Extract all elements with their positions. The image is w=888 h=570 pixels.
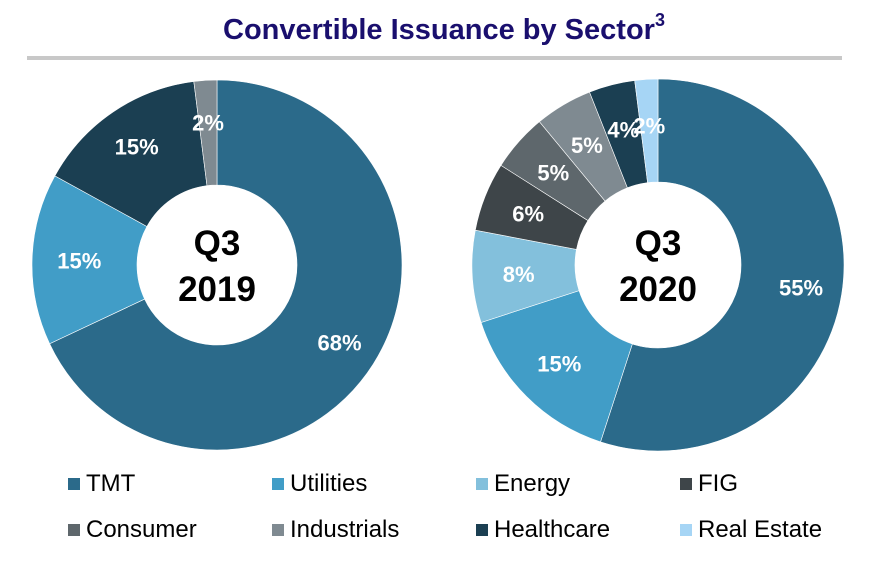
legend-label: Real Estate <box>698 516 823 543</box>
legend-swatch <box>476 478 488 490</box>
legend-item-healthcare: Healthcare <box>476 515 610 545</box>
slice-label-fig: 6% <box>512 202 544 227</box>
slice-healthcare <box>54 81 208 227</box>
chart-title: Convertible Issuance by Sector3 <box>0 11 888 47</box>
legend-item-utilities: Utilities <box>272 469 367 499</box>
slice-industrials <box>193 79 218 186</box>
slice-label-industrials: 2% <box>192 110 224 135</box>
slice-tmt <box>49 79 403 451</box>
chart-title-text: Convertible Issuance by Sector <box>223 14 655 46</box>
slice-label-tmt: 68% <box>317 331 361 356</box>
legend-item-industrials: Industrials <box>272 515 399 545</box>
slice-label-utilities: 15% <box>57 249 101 274</box>
slice-label-healthcare: 15% <box>115 135 159 160</box>
legend-label: TMT <box>86 470 136 497</box>
legend-swatch <box>680 524 692 536</box>
slice-label-healthcare: 4% <box>607 118 639 143</box>
slice-label-industrials: 5% <box>571 133 603 158</box>
legend-label: Industrials <box>290 516 400 543</box>
legend-swatch <box>680 478 692 490</box>
center-label-quarter: Q3 <box>635 224 682 263</box>
legend-item-consumer: Consumer <box>68 515 197 545</box>
slice-label-tmt: 55% <box>779 276 823 301</box>
legend-item-fig: FIG <box>680 469 738 499</box>
legend-label: Utilities <box>290 470 368 497</box>
center-label-quarter: Q3 <box>194 224 241 263</box>
slice-utilities <box>480 290 633 443</box>
legend-label: Energy <box>494 470 571 497</box>
legend-swatch <box>476 524 488 536</box>
legend-swatch <box>68 478 80 490</box>
slice-label-energy: 8% <box>503 262 535 287</box>
slice-real-estate <box>634 78 659 183</box>
legend-label: Consumer <box>86 516 197 543</box>
slice-tmt <box>600 78 845 452</box>
title-footnote: 3 <box>654 10 665 31</box>
center-label-year: 2020 <box>619 270 697 309</box>
legend-swatch <box>272 478 284 490</box>
slice-label-real-estate: 2% <box>633 114 665 139</box>
legend-label: FIG <box>698 470 738 497</box>
center-label-year: 2019 <box>178 270 256 309</box>
legend-item-real-estate: Real Estate <box>680 515 822 545</box>
slice-label-consumer: 5% <box>537 161 569 186</box>
slice-label-utilities: 15% <box>537 352 581 377</box>
slice-utilities <box>31 175 148 345</box>
legend-label: Healthcare <box>494 516 611 543</box>
donut-q3-2019: 68% 15% 15% 2% Q3 2019 <box>31 79 403 451</box>
title-divider <box>27 56 842 60</box>
legend-item-energy: Energy <box>476 469 570 499</box>
legend-swatch <box>68 524 80 536</box>
legend-item-tmt: TMT <box>68 469 135 499</box>
legend-swatch <box>272 524 284 536</box>
